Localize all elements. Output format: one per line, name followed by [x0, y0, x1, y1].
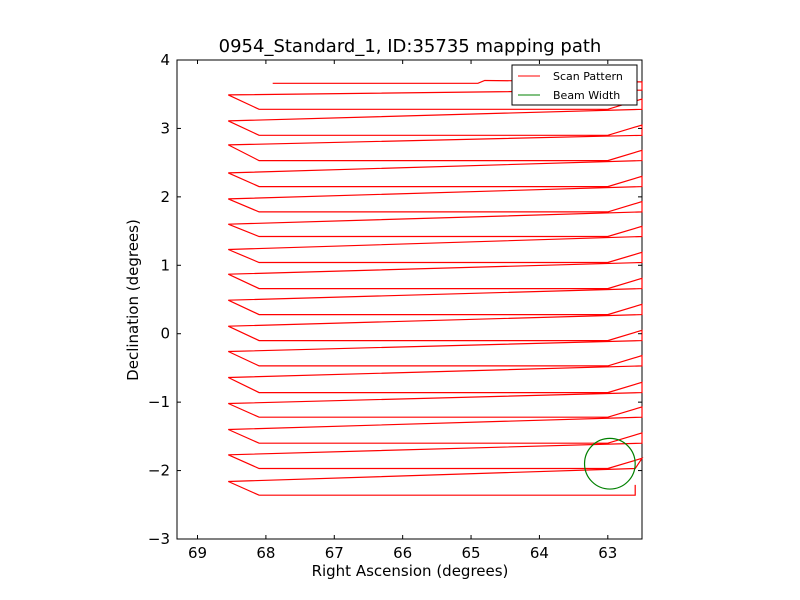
y-tick-label: 1: [160, 256, 170, 274]
x-tick-label: 69: [188, 544, 207, 562]
x-tick-label: 66: [393, 544, 412, 562]
legend-box: [511, 64, 638, 106]
x-tick-label: 65: [461, 544, 480, 562]
y-tick-label: 2: [160, 188, 170, 206]
y-tick-label: 3: [160, 119, 170, 137]
beam-width-circle: [583, 437, 636, 490]
x-tick-label: 64: [530, 544, 549, 562]
x-tick-label: 68: [256, 544, 275, 562]
x-axis: 69 68 67 66 65 64 63: [188, 60, 617, 562]
y-tick-label: −2: [148, 462, 170, 480]
plot-frame: [176, 59, 643, 540]
y-axis-label: Declination (degrees): [124, 219, 142, 381]
x-axis-label: Right Ascension (degrees): [312, 562, 509, 580]
x-tick-label: 67: [325, 544, 344, 562]
legend-label-beam-width: Beam Width: [553, 89, 620, 102]
x-tick-label: 63: [598, 544, 617, 562]
scan-pattern-line: [228, 79, 644, 496]
plot-area: [228, 79, 644, 496]
legend-label-scan-pattern: Scan Pattern: [553, 70, 623, 83]
y-tick-label: 4: [160, 51, 170, 69]
y-tick-label: 0: [160, 325, 170, 343]
y-tick-label: −1: [148, 393, 170, 411]
chart-title: 0954_Standard_1, ID:35735 mapping path: [219, 36, 602, 57]
y-tick-label: −3: [148, 530, 170, 548]
legend: Scan Pattern Beam Width: [511, 64, 638, 106]
y-axis: −3 −2 −1 0 1 2 3 4: [148, 51, 642, 548]
